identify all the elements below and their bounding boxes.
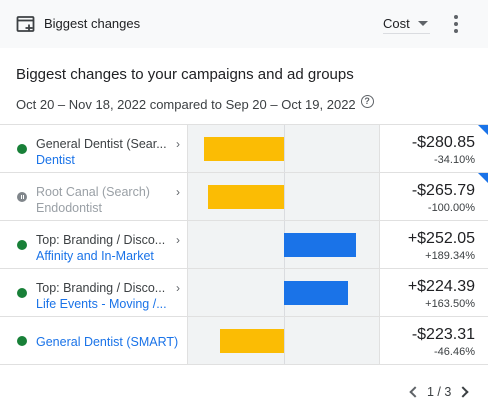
ad-group-link[interactable]: Dentist [36, 153, 75, 167]
table-row[interactable]: Top: Branding / Disco... › Affinity and In… [0, 221, 488, 269]
change-amount: -$280.85 [411, 134, 475, 151]
date-range-text: Oct 20 – Nov 18, 2022 compared to Sep 20… [16, 97, 356, 112]
enabled-status-icon [17, 288, 27, 298]
table-row[interactable]: Top: Branding / Disco... › Life Events - M… [0, 269, 488, 317]
chevron-right-icon: › [176, 137, 180, 151]
changes-table: General Dentist (Sear... › Dentist -$280.85… [0, 124, 488, 365]
chevron-right-icon: › [176, 233, 180, 247]
ad-group-link[interactable]: Affinity and In-Market [36, 249, 154, 263]
ad-group-link[interactable]: Endodontist [36, 201, 103, 215]
decrease-bar [208, 185, 284, 209]
change-percent: -34.10% [434, 154, 475, 166]
enabled-status-icon [17, 336, 27, 346]
section-title: Biggest changes to your campaigns and ad… [16, 66, 354, 83]
change-percent: -46.46% [434, 346, 475, 358]
page-indicator: 1 / 3 [427, 385, 452, 399]
decrease-bar [204, 137, 284, 161]
table-row[interactable]: General Dentist (SMART) -$223.31 -46.46% [0, 317, 488, 365]
corner-flag-icon [478, 173, 488, 183]
campaign-name-text: Root Canal (Search) [36, 185, 150, 199]
change-percent: +189.34% [425, 250, 475, 262]
card-title: Biggest changes [44, 16, 141, 31]
change-amount: -$265.79 [411, 182, 475, 199]
campaign-link[interactable]: General Dentist (SMART) [36, 335, 179, 349]
more-options-icon[interactable] [446, 12, 466, 36]
table-row[interactable]: Root Canal (Search) › Endodontist -$265.79 -… [0, 173, 488, 221]
change-amount: +$252.05 [407, 230, 475, 247]
change-amount: +$224.39 [407, 278, 475, 295]
help-icon[interactable]: ? [360, 95, 374, 108]
campaign-name-text: Top: Branding / Disco... [36, 281, 166, 295]
decrease-bar [220, 329, 284, 353]
campaign-name[interactable]: Top: Branding / Disco... › [36, 281, 182, 295]
campaign-name[interactable]: General Dentist (Sear... › [36, 137, 182, 151]
dropdown-caret-icon [417, 21, 428, 26]
increase-bar [284, 281, 348, 305]
card-add-icon [16, 16, 35, 32]
change-percent: -100.00% [427, 202, 475, 214]
chevron-right-icon: › [176, 281, 180, 295]
change-percent: +163.50% [425, 298, 475, 310]
campaign-name-text: Top: Branding / Disco... [36, 233, 166, 247]
table-row[interactable]: General Dentist (Sear... › Dentist -$280.85… [0, 125, 488, 173]
card-header: Biggest changes Cost [0, 0, 488, 48]
next-page-icon[interactable] [457, 386, 469, 398]
campaign-name[interactable]: Top: Branding / Disco... › [36, 233, 182, 247]
enabled-status-icon [17, 144, 27, 154]
chevron-right-icon: › [176, 185, 180, 199]
metric-dropdown-value: Cost [383, 16, 410, 31]
campaign-name-text: General Dentist (Sear... [36, 137, 167, 151]
pagination: 1 / 3 [405, 382, 473, 402]
campaign-name[interactable]: Root Canal (Search) › [36, 185, 182, 199]
corner-flag-icon [478, 125, 488, 135]
metric-dropdown[interactable]: Cost [383, 14, 430, 34]
ad-group-link[interactable]: Life Events - Moving /... [36, 297, 167, 311]
paused-status-icon [17, 192, 27, 202]
change-amount: -$223.31 [411, 326, 475, 343]
previous-page-icon[interactable] [409, 386, 421, 398]
increase-bar [284, 233, 356, 257]
enabled-status-icon [17, 240, 27, 250]
date-range: Oct 20 – Nov 18, 2022 compared to Sep 20… [16, 95, 374, 112]
